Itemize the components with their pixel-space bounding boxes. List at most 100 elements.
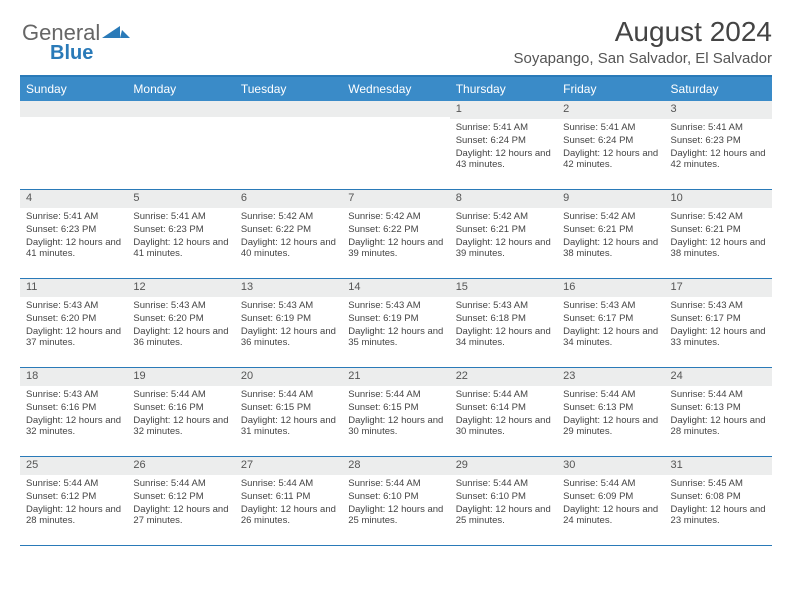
sunrise-line: Sunrise: 5:44 AM: [26, 478, 121, 490]
logo-shape-icon: [102, 24, 130, 42]
calendar-cell: 4Sunrise: 5:41 AMSunset: 6:23 PMDaylight…: [20, 190, 127, 278]
cell-text: Sunrise: 5:43 AMSunset: 6:20 PMDaylight:…: [127, 297, 234, 355]
sunrise-line: Sunrise: 5:41 AM: [456, 122, 551, 134]
sunrise-line: Sunrise: 5:42 AM: [563, 211, 658, 223]
day-number: 21: [342, 368, 449, 386]
day-number: 1: [450, 101, 557, 119]
day-number: 10: [665, 190, 772, 208]
daylight-line: Daylight: 12 hours and 34 minutes.: [456, 326, 551, 350]
sunrise-line: Sunrise: 5:41 AM: [133, 211, 228, 223]
calendar-cell: 23Sunrise: 5:44 AMSunset: 6:13 PMDayligh…: [557, 368, 664, 456]
sunrise-line: Sunrise: 5:44 AM: [456, 389, 551, 401]
cell-text: Sunrise: 5:44 AMSunset: 6:12 PMDaylight:…: [20, 475, 127, 533]
sunset-line: Sunset: 6:24 PM: [563, 135, 658, 147]
day-number: [235, 101, 342, 117]
sunrise-line: Sunrise: 5:43 AM: [241, 300, 336, 312]
day-number: 8: [450, 190, 557, 208]
sunrise-line: Sunrise: 5:44 AM: [671, 389, 766, 401]
day-number: 3: [665, 101, 772, 119]
day-header-tuesday: Tuesday: [235, 77, 342, 101]
cell-text: Sunrise: 5:42 AMSunset: 6:21 PMDaylight:…: [450, 208, 557, 266]
calendar-cell: 9Sunrise: 5:42 AMSunset: 6:21 PMDaylight…: [557, 190, 664, 278]
cell-text: Sunrise: 5:43 AMSunset: 6:20 PMDaylight:…: [20, 297, 127, 355]
cell-text: Sunrise: 5:41 AMSunset: 6:23 PMDaylight:…: [665, 119, 772, 177]
sunrise-line: Sunrise: 5:43 AM: [26, 389, 121, 401]
calendar-cell: 22Sunrise: 5:44 AMSunset: 6:14 PMDayligh…: [450, 368, 557, 456]
calendar-cell: 6Sunrise: 5:42 AMSunset: 6:22 PMDaylight…: [235, 190, 342, 278]
daylight-line: Daylight: 12 hours and 41 minutes.: [133, 237, 228, 261]
daylight-line: Daylight: 12 hours and 30 minutes.: [348, 415, 443, 439]
sunset-line: Sunset: 6:16 PM: [26, 402, 121, 414]
sunset-line: Sunset: 6:13 PM: [671, 402, 766, 414]
sunrise-line: Sunrise: 5:41 AM: [26, 211, 121, 223]
sunset-line: Sunset: 6:23 PM: [671, 135, 766, 147]
day-header-friday: Friday: [557, 77, 664, 101]
cell-text: Sunrise: 5:42 AMSunset: 6:21 PMDaylight:…: [665, 208, 772, 266]
calendar-cell: 17Sunrise: 5:43 AMSunset: 6:17 PMDayligh…: [665, 279, 772, 367]
day-number: 17: [665, 279, 772, 297]
sunset-line: Sunset: 6:17 PM: [671, 313, 766, 325]
day-number: 7: [342, 190, 449, 208]
sunrise-line: Sunrise: 5:43 AM: [133, 300, 228, 312]
calendar-cell: 18Sunrise: 5:43 AMSunset: 6:16 PMDayligh…: [20, 368, 127, 456]
sunrise-line: Sunrise: 5:42 AM: [456, 211, 551, 223]
calendar-cell: 2Sunrise: 5:41 AMSunset: 6:24 PMDaylight…: [557, 101, 664, 189]
week-row: 18Sunrise: 5:43 AMSunset: 6:16 PMDayligh…: [20, 368, 772, 457]
calendar-cell: 12Sunrise: 5:43 AMSunset: 6:20 PMDayligh…: [127, 279, 234, 367]
day-number: [127, 101, 234, 117]
calendar-cell: 21Sunrise: 5:44 AMSunset: 6:15 PMDayligh…: [342, 368, 449, 456]
calendar-cell: 19Sunrise: 5:44 AMSunset: 6:16 PMDayligh…: [127, 368, 234, 456]
sunset-line: Sunset: 6:20 PM: [26, 313, 121, 325]
day-number: 13: [235, 279, 342, 297]
sunset-line: Sunset: 6:19 PM: [241, 313, 336, 325]
daylight-line: Daylight: 12 hours and 40 minutes.: [241, 237, 336, 261]
sunrise-line: Sunrise: 5:43 AM: [26, 300, 121, 312]
calendar-cell: 14Sunrise: 5:43 AMSunset: 6:19 PMDayligh…: [342, 279, 449, 367]
daylight-line: Daylight: 12 hours and 28 minutes.: [671, 415, 766, 439]
daylight-line: Daylight: 12 hours and 30 minutes.: [456, 415, 551, 439]
sunset-line: Sunset: 6:19 PM: [348, 313, 443, 325]
sunrise-line: Sunrise: 5:44 AM: [133, 478, 228, 490]
day-number: 30: [557, 457, 664, 475]
day-number: 20: [235, 368, 342, 386]
cell-text: Sunrise: 5:44 AMSunset: 6:12 PMDaylight:…: [127, 475, 234, 533]
day-header-monday: Monday: [127, 77, 234, 101]
cell-text: Sunrise: 5:43 AMSunset: 6:17 PMDaylight:…: [665, 297, 772, 355]
page-title: August 2024: [20, 16, 772, 48]
daylight-line: Daylight: 12 hours and 28 minutes.: [26, 504, 121, 528]
calendar-cell: 24Sunrise: 5:44 AMSunset: 6:13 PMDayligh…: [665, 368, 772, 456]
calendar-cell: 7Sunrise: 5:42 AMSunset: 6:22 PMDaylight…: [342, 190, 449, 278]
sunset-line: Sunset: 6:16 PM: [133, 402, 228, 414]
sunset-line: Sunset: 6:12 PM: [26, 491, 121, 503]
day-number: [20, 101, 127, 117]
sunset-line: Sunset: 6:11 PM: [241, 491, 336, 503]
sunset-line: Sunset: 6:13 PM: [563, 402, 658, 414]
day-number: 11: [20, 279, 127, 297]
sunrise-line: Sunrise: 5:44 AM: [241, 389, 336, 401]
sunset-line: Sunset: 6:20 PM: [133, 313, 228, 325]
cell-text: Sunrise: 5:43 AMSunset: 6:18 PMDaylight:…: [450, 297, 557, 355]
daylight-line: Daylight: 12 hours and 24 minutes.: [563, 504, 658, 528]
daylight-line: Daylight: 12 hours and 32 minutes.: [133, 415, 228, 439]
day-number: 29: [450, 457, 557, 475]
daylight-line: Daylight: 12 hours and 25 minutes.: [456, 504, 551, 528]
sunrise-line: Sunrise: 5:43 AM: [348, 300, 443, 312]
calendar-cell: [342, 101, 449, 189]
sunset-line: Sunset: 6:17 PM: [563, 313, 658, 325]
calendar-cell: 26Sunrise: 5:44 AMSunset: 6:12 PMDayligh…: [127, 457, 234, 545]
sunrise-line: Sunrise: 5:42 AM: [241, 211, 336, 223]
daylight-line: Daylight: 12 hours and 41 minutes.: [26, 237, 121, 261]
sunrise-line: Sunrise: 5:41 AM: [563, 122, 658, 134]
cell-text: Sunrise: 5:44 AMSunset: 6:16 PMDaylight:…: [127, 386, 234, 444]
cell-text: Sunrise: 5:43 AMSunset: 6:19 PMDaylight:…: [235, 297, 342, 355]
cell-text: Sunrise: 5:41 AMSunset: 6:24 PMDaylight:…: [557, 119, 664, 177]
daylight-line: Daylight: 12 hours and 33 minutes.: [671, 326, 766, 350]
sunrise-line: Sunrise: 5:44 AM: [348, 478, 443, 490]
daylight-line: Daylight: 12 hours and 25 minutes.: [348, 504, 443, 528]
daylight-line: Daylight: 12 hours and 37 minutes.: [26, 326, 121, 350]
day-number: 26: [127, 457, 234, 475]
day-number: 28: [342, 457, 449, 475]
week-row: 11Sunrise: 5:43 AMSunset: 6:20 PMDayligh…: [20, 279, 772, 368]
daylight-line: Daylight: 12 hours and 42 minutes.: [563, 148, 658, 172]
calendar-cell: 5Sunrise: 5:41 AMSunset: 6:23 PMDaylight…: [127, 190, 234, 278]
